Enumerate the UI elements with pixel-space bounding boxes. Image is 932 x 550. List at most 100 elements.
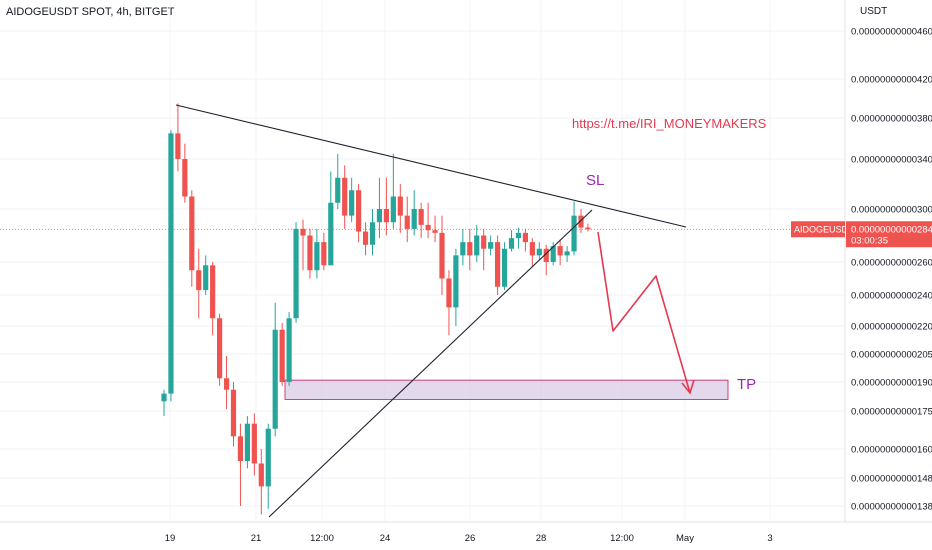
annotation-background [284, 379, 729, 400]
y-tick-label: 0.0000000000022000 [851, 322, 932, 333]
y-tick-label: 0.0000000000016000 [851, 445, 932, 456]
time-axis[interactable]: 19 21 12:00 24 26 28 12:00 May 3 [0, 521, 932, 544]
candle-body [467, 242, 473, 256]
candle-body [175, 133, 181, 159]
candle-body [265, 428, 271, 487]
x-tick-label: 21 [251, 533, 262, 544]
candle-body [356, 190, 362, 232]
candle-body [342, 177, 348, 216]
symbol-tag [791, 221, 845, 238]
y-tick-label: 0.0000000000013800 [851, 502, 932, 513]
symbol-tag-label: AIDOGEUSDT [794, 225, 854, 235]
candle-body [328, 202, 334, 266]
x-tick-label: 26 [465, 533, 476, 544]
descending-trendline [175, 104, 687, 228]
candle-body [481, 235, 487, 249]
candle-body [522, 232, 528, 243]
chart-title: AIDOGEUSDT SPOT, 4h, BITGET [6, 6, 175, 18]
y-tick-label: 0.0000000000034000 [851, 155, 932, 166]
x-tick-label: 12:00 [310, 533, 334, 544]
candle-body [585, 227, 591, 230]
y-tick-label: 0.0000000000017500 [851, 407, 932, 418]
candle-body [217, 318, 223, 379]
candle-body [508, 238, 515, 249]
x-tick-label: 24 [380, 533, 391, 544]
candle-body [196, 270, 202, 291]
candle-body [411, 209, 417, 229]
projected-path-arrow [597, 231, 691, 394]
candle-body [488, 242, 494, 249]
candle-body [203, 265, 209, 291]
candle-body [404, 215, 410, 229]
candle-body [244, 423, 250, 462]
y-tick-label: 0.0000000000030000 [851, 205, 932, 216]
candle-body [251, 423, 257, 464]
candle-body [376, 209, 383, 223]
candle-body [536, 248, 542, 256]
price-tag [846, 221, 932, 248]
candle-body [286, 318, 292, 382]
y-tick-label: 0.0000000000042000 [851, 75, 932, 86]
candle-body [397, 196, 403, 216]
candle-body [210, 265, 216, 319]
candle-body [300, 228, 306, 236]
y-tick-label: 0.0000000000024000 [851, 291, 932, 302]
price-axis[interactable]: 0.0000000000046000 0.0000000000042000 0.00… [791, 0, 932, 522]
take-profit-zone [284, 379, 729, 400]
x-tick-label: 3 [767, 533, 772, 544]
candle-body [307, 235, 313, 271]
candle-body [515, 232, 522, 239]
candle-body [237, 436, 244, 462]
x-tick-label: 28 [536, 533, 547, 544]
candle-body [161, 393, 167, 402]
candle-body [230, 389, 237, 437]
y-tick-label: 0.0000000000019000 [851, 378, 932, 389]
stop-loss-label: SL [586, 172, 604, 189]
telegram-link[interactable]: https://t.me/IRI_MONEYMAKERS [572, 116, 767, 131]
candle-body [272, 329, 278, 429]
candle-body [321, 242, 327, 266]
x-tick-label: 12:00 [610, 533, 634, 544]
candle-body [293, 228, 299, 319]
price-unit-label: USDT [860, 6, 888, 17]
candle-body [460, 242, 466, 256]
candle-body [418, 209, 424, 225]
candle-body [349, 190, 355, 216]
candle-body [189, 196, 195, 271]
x-tick-label: 19 [165, 533, 176, 544]
candle-body [369, 222, 376, 245]
candle-body [543, 248, 549, 262]
gridlines [0, 0, 845, 522]
candle-body [223, 378, 230, 390]
annotation-layer: https://t.me/IRI_MONEYMAKERS SL TP [0, 104, 845, 518]
candle-body [439, 232, 445, 279]
y-tick-label: 0.0000000000020500 [851, 350, 932, 361]
candle-body [432, 230, 438, 233]
candle-body [557, 246, 563, 256]
y-tick-label: 0.0000000000014800 [851, 474, 932, 485]
take-profit-label: TP [737, 376, 756, 393]
y-tick-label: 0.0000000000026000 [851, 258, 932, 269]
price-tag-value: 0.0000000000028472 [851, 225, 932, 236]
candle-body [501, 248, 508, 287]
candle-body [446, 278, 452, 308]
candle-body [362, 231, 369, 245]
candle-body [474, 235, 480, 256]
y-tick-label: 0.0000000000046000 [851, 27, 932, 38]
bar-countdown: 03:00:35 [851, 236, 888, 247]
candle-series [161, 103, 591, 515]
y-tick-label: 0.0000000000038000 [851, 114, 932, 125]
ascending-trendline [268, 209, 593, 518]
candle-body [495, 242, 501, 287]
candle-body [390, 196, 396, 223]
candle-body [529, 242, 535, 256]
candle-body [453, 255, 459, 308]
candle-body [335, 177, 341, 203]
candle-body [182, 159, 188, 197]
candle-body [425, 224, 431, 231]
arrow-head-icon [681, 379, 695, 395]
candle-body [564, 251, 570, 256]
candle-body [383, 209, 389, 223]
candle-body [258, 463, 264, 487]
